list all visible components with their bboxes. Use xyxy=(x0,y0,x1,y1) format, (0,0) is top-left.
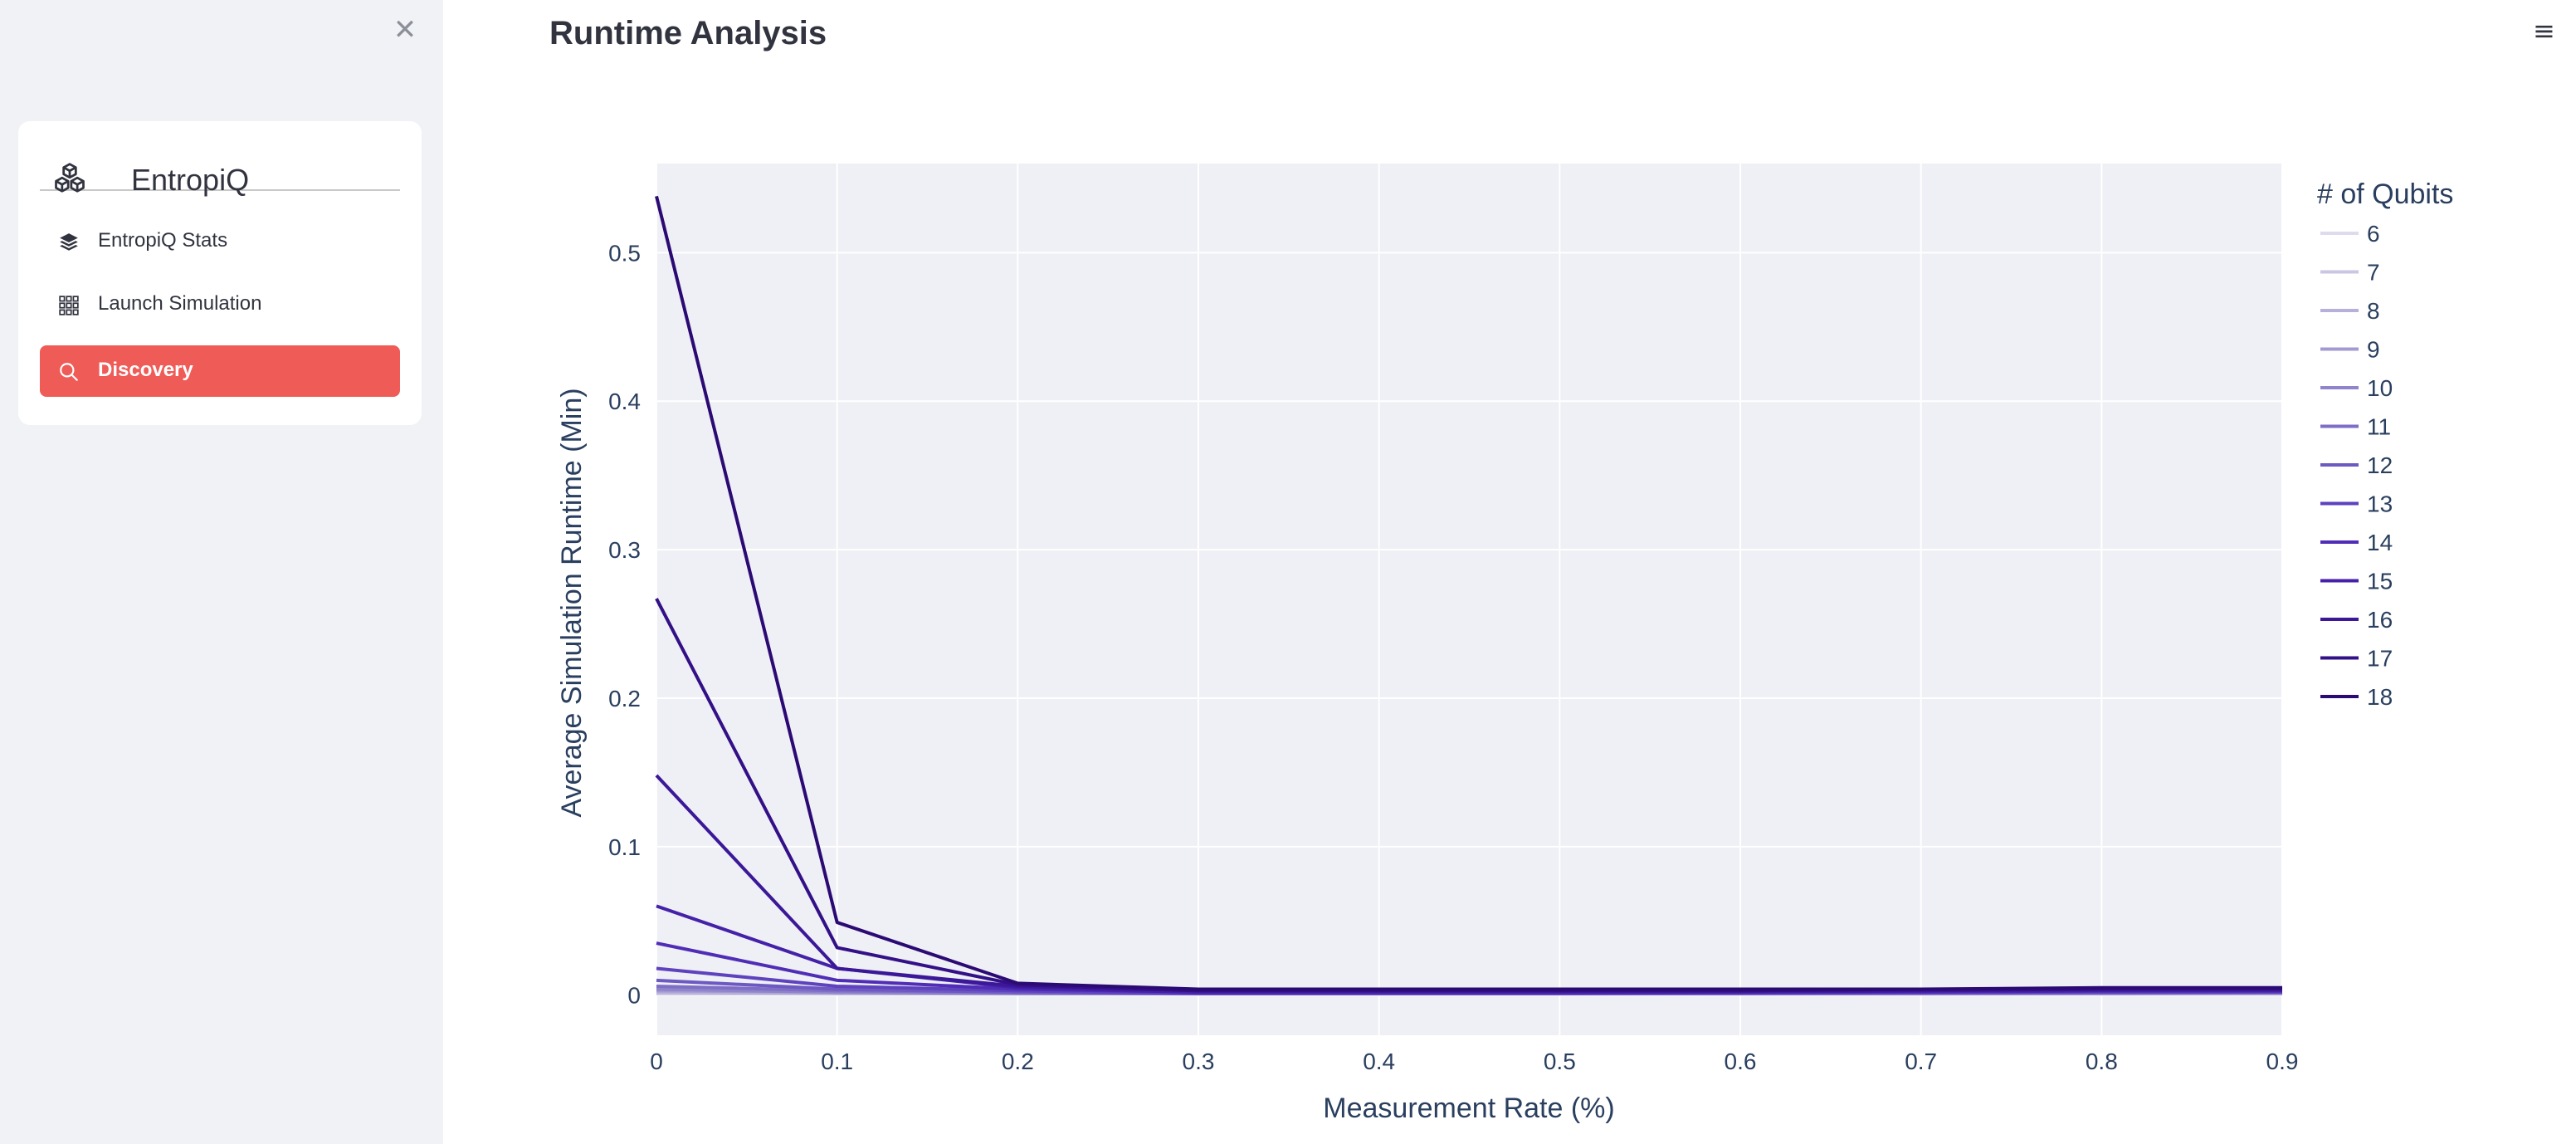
x-tick-label: 0.8 xyxy=(2086,1049,2118,1074)
page-title: Runtime Analysis xyxy=(549,15,827,51)
x-tick-label: 0.3 xyxy=(1183,1049,1215,1074)
y-tick-label: 0.5 xyxy=(608,240,641,266)
legend-label-7[interactable]: 7 xyxy=(2367,260,2380,286)
x-tick-label: 0.4 xyxy=(1363,1049,1395,1074)
sidebar-item-entropiq-stats[interactable]: EntropiQ Stats xyxy=(40,216,400,267)
x-tick-label: 0.9 xyxy=(2266,1049,2299,1074)
sidebar-item-label: EntropiQ Stats xyxy=(98,229,228,252)
legend-label-9[interactable]: 9 xyxy=(2367,337,2380,363)
legend-title: # of Qubits xyxy=(2317,178,2453,210)
legend-label-12[interactable]: 12 xyxy=(2367,452,2393,478)
legend-label-11[interactable]: 11 xyxy=(2367,414,2391,440)
y-tick-labels: 0 0.1 0.2 0.3 0.4 0.5 xyxy=(608,240,641,1008)
legend-label-10[interactable]: 10 xyxy=(2367,375,2393,401)
plot-area xyxy=(656,164,2282,1035)
x-tick-label: 0.5 xyxy=(1544,1049,1576,1074)
sidebar-item-launch-simulation[interactable]: Launch Simulation xyxy=(40,279,400,330)
legend-label-16[interactable]: 16 xyxy=(2367,607,2393,633)
hamburger-menu-icon[interactable]: ≡ xyxy=(2533,15,2555,46)
y-tick-label: 0.3 xyxy=(608,537,641,563)
x-tick-label: 0.7 xyxy=(1905,1049,1937,1074)
legend-label-6[interactable]: 6 xyxy=(2367,221,2380,247)
legend-label-17[interactable]: 17 xyxy=(2367,646,2393,672)
legend: 6 7 8 9 10 11 12 13 14 15 16 17 18 xyxy=(2320,221,2393,710)
x-tick-label: 0.2 xyxy=(1002,1049,1034,1074)
brand-header: EntropiQ xyxy=(40,138,400,197)
series-lines xyxy=(655,195,2283,995)
x-tick-labels: 0 0.1 0.2 0.3 0.4 0.5 0.6 0.7 0.8 0.9 xyxy=(650,1049,2298,1074)
brand-name: EntropiQ xyxy=(131,163,250,197)
y-tick-label: 0.4 xyxy=(608,389,641,414)
nav-menu: EntropiQ EntropiQ Stats Launch Simulatio… xyxy=(18,121,422,425)
x-tick-label: 0.1 xyxy=(821,1049,853,1074)
search-icon xyxy=(60,363,78,381)
legend-label-8[interactable]: 8 xyxy=(2367,298,2380,324)
legend-label-13[interactable]: 13 xyxy=(2367,491,2393,517)
legend-label-15[interactable]: 15 xyxy=(2367,569,2393,594)
layers-icon xyxy=(60,233,78,251)
y-tick-label: 0.2 xyxy=(608,686,641,711)
x-tick-label: 0 xyxy=(650,1049,663,1074)
sidebar-item-label: Launch Simulation xyxy=(98,292,262,315)
grid-icon xyxy=(59,296,79,315)
x-tick-label: 0.6 xyxy=(1725,1049,1757,1074)
grid-lines xyxy=(656,164,2283,1035)
series-line-18 xyxy=(655,195,2282,991)
y-axis-label: Average Simulation Runtime (Min) xyxy=(556,388,588,817)
legend-label-14[interactable]: 14 xyxy=(2367,530,2393,555)
sidebar: ✕ EntropiQ EntropiQ Stats xyxy=(0,0,443,1144)
cubes-icon xyxy=(55,163,85,193)
sidebar-item-label: Discovery xyxy=(98,359,193,381)
legend-label-18[interactable]: 18 xyxy=(2367,684,2393,710)
y-tick-label: 0.1 xyxy=(608,834,641,860)
close-icon[interactable]: ✕ xyxy=(393,13,417,46)
y-tick-label: 0 xyxy=(627,983,641,1009)
sidebar-item-discovery[interactable]: Discovery xyxy=(40,345,400,397)
x-axis-label: Measurement Rate (%) xyxy=(1323,1093,1614,1124)
